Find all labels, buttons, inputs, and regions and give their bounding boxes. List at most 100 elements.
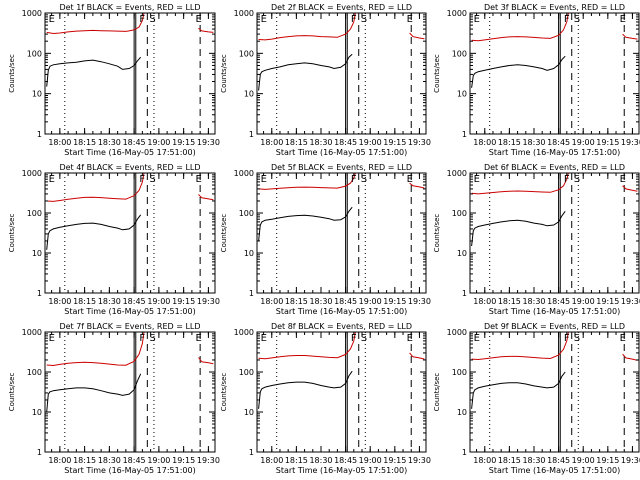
x-tick-label: 18:15 bbox=[73, 297, 96, 306]
y-tick-label: 10 bbox=[32, 249, 42, 258]
series-lld-line-1 bbox=[471, 331, 569, 361]
series-lld-line-2 bbox=[622, 33, 638, 40]
y-axis-label: Counts/sec bbox=[220, 373, 228, 412]
y-tick-label: 1000 bbox=[234, 9, 254, 18]
y-tick-label: 1 bbox=[462, 448, 467, 457]
series-lld-line-2 bbox=[622, 185, 638, 192]
y-tick-label: 10 bbox=[457, 408, 467, 417]
series-lld-line-1 bbox=[46, 331, 145, 367]
series-events-line-1 bbox=[258, 53, 353, 91]
event-marker-label: F bbox=[351, 333, 357, 344]
y-tick-label: 10 bbox=[32, 90, 42, 99]
x-tick-label: 18:00 bbox=[260, 297, 283, 306]
chart-panel-8: 1 10 100 1000 18:00 18:15 18:30 18:45 19:00 19:15… bbox=[220, 322, 431, 475]
plot-frame bbox=[44, 12, 216, 135]
event-marker-label: S bbox=[149, 333, 155, 344]
x-tick-label: 18:15 bbox=[285, 456, 308, 465]
event-marker-label: E bbox=[196, 333, 202, 344]
event-marker-label: E bbox=[49, 174, 55, 185]
x-tick-label: 18:30 bbox=[98, 297, 121, 306]
event-marker-label: F bbox=[351, 174, 357, 185]
x-tick-label: 18:30 bbox=[522, 138, 545, 147]
plot-frame bbox=[256, 12, 427, 135]
y-tick-label: 100 bbox=[239, 49, 254, 58]
event-marker-label: S bbox=[574, 333, 580, 344]
y-tick-label: 100 bbox=[27, 209, 42, 218]
series-lld-line-1 bbox=[471, 12, 569, 42]
x-tick-label: 19:00 bbox=[147, 297, 170, 306]
x-tick-label: 19:15 bbox=[383, 138, 406, 147]
x-tick-label: 19:00 bbox=[359, 456, 382, 465]
plot-frame bbox=[469, 12, 640, 135]
series-lld-line-1 bbox=[258, 12, 356, 41]
chart-panel-1: 1 10 100 1000 18:00 18:15 18:30 18:45 19:00 19:15… bbox=[8, 3, 220, 157]
y-axis-label: Counts/sec bbox=[433, 373, 441, 412]
x-tick-label: 19:30 bbox=[197, 297, 220, 306]
chart-panel-6: 1 10 100 1000 18:00 18:15 18:30 18:45 19:00 19:15… bbox=[433, 163, 640, 316]
x-tick-label: 18:00 bbox=[48, 138, 71, 147]
y-tick-label: 100 bbox=[452, 209, 467, 218]
x-tick-label: 19:30 bbox=[408, 456, 431, 465]
y-tick-label: 1 bbox=[37, 448, 42, 457]
plot-frame bbox=[469, 172, 640, 294]
series-lld-line-1 bbox=[46, 12, 145, 35]
chart-panel-5: 1 10 100 1000 18:00 18:15 18:30 18:45 19:00 19:15… bbox=[220, 163, 431, 316]
x-tick-label: 19:00 bbox=[572, 138, 595, 147]
event-marker-label: E bbox=[261, 14, 267, 25]
x-axis-label: Start Time (16-May-05 17:51:00) bbox=[276, 466, 407, 475]
series-events-line-1 bbox=[471, 371, 566, 409]
x-tick-label: 18:45 bbox=[547, 456, 570, 465]
x-tick-label: 19:15 bbox=[172, 456, 195, 465]
panel-title: Det 2f BLACK = Events, RED = LLD bbox=[271, 3, 412, 12]
x-tick-label: 18:00 bbox=[260, 456, 283, 465]
event-marker-label: E bbox=[49, 14, 55, 25]
series-events-line-1 bbox=[258, 370, 353, 409]
x-tick-label: 19:00 bbox=[359, 297, 382, 306]
event-marker-label: E bbox=[196, 14, 202, 25]
x-axis-label: Start Time (16-May-05 17:51:00) bbox=[489, 148, 620, 157]
x-tick-label: 19:15 bbox=[172, 297, 195, 306]
chart-panel-4: 1 10 100 1000 18:00 18:15 18:30 18:45 19:00 19:15… bbox=[8, 163, 220, 316]
x-tick-label: 19:30 bbox=[621, 138, 640, 147]
x-tick-label: 18:45 bbox=[547, 297, 570, 306]
x-tick-label: 19:15 bbox=[596, 456, 619, 465]
x-tick-label: 18:00 bbox=[473, 138, 496, 147]
series-lld-line-2 bbox=[409, 32, 425, 40]
plot-frame bbox=[44, 331, 216, 453]
y-tick-label: 1000 bbox=[447, 9, 467, 18]
y-tick-label: 1 bbox=[249, 130, 254, 139]
event-marker-label: E bbox=[620, 14, 626, 25]
x-tick-label: 18:15 bbox=[285, 297, 308, 306]
y-tick-label: 10 bbox=[244, 249, 254, 258]
event-marker-label: S bbox=[149, 14, 155, 25]
event-marker-label: E bbox=[407, 174, 413, 185]
y-tick-label: 100 bbox=[27, 49, 42, 58]
y-tick-label: 1000 bbox=[234, 328, 254, 337]
y-axis-label: Counts/sec bbox=[8, 214, 16, 253]
series-events-line-1 bbox=[46, 373, 142, 413]
y-tick-label: 100 bbox=[452, 49, 467, 58]
event-marker-label: E bbox=[474, 14, 480, 25]
x-tick-label: 18:45 bbox=[547, 138, 570, 147]
event-marker-label: E bbox=[620, 174, 626, 185]
y-tick-label: 10 bbox=[244, 90, 254, 99]
event-marker-label: F bbox=[139, 333, 145, 344]
y-tick-label: 1000 bbox=[22, 169, 42, 178]
x-tick-label: 18:00 bbox=[260, 138, 283, 147]
y-tick-label: 1000 bbox=[22, 9, 42, 18]
x-tick-label: 18:45 bbox=[334, 297, 357, 306]
x-axis-label: Start Time (16-May-05 17:51:00) bbox=[489, 307, 620, 316]
event-marker-label: E bbox=[49, 333, 55, 344]
y-tick-label: 1 bbox=[37, 289, 42, 298]
series-events-line-1 bbox=[471, 55, 566, 88]
x-tick-label: 18:15 bbox=[498, 138, 521, 147]
y-tick-label: 1000 bbox=[447, 328, 467, 337]
x-tick-label: 19:15 bbox=[172, 138, 195, 147]
plot-frame bbox=[256, 172, 427, 294]
panel-title: Det 8f BLACK = Events, RED = LLD bbox=[271, 322, 412, 331]
y-tick-label: 100 bbox=[239, 209, 254, 218]
y-tick-label: 10 bbox=[457, 249, 467, 258]
x-tick-label: 19:30 bbox=[621, 297, 640, 306]
series-lld-line-1 bbox=[471, 172, 569, 195]
